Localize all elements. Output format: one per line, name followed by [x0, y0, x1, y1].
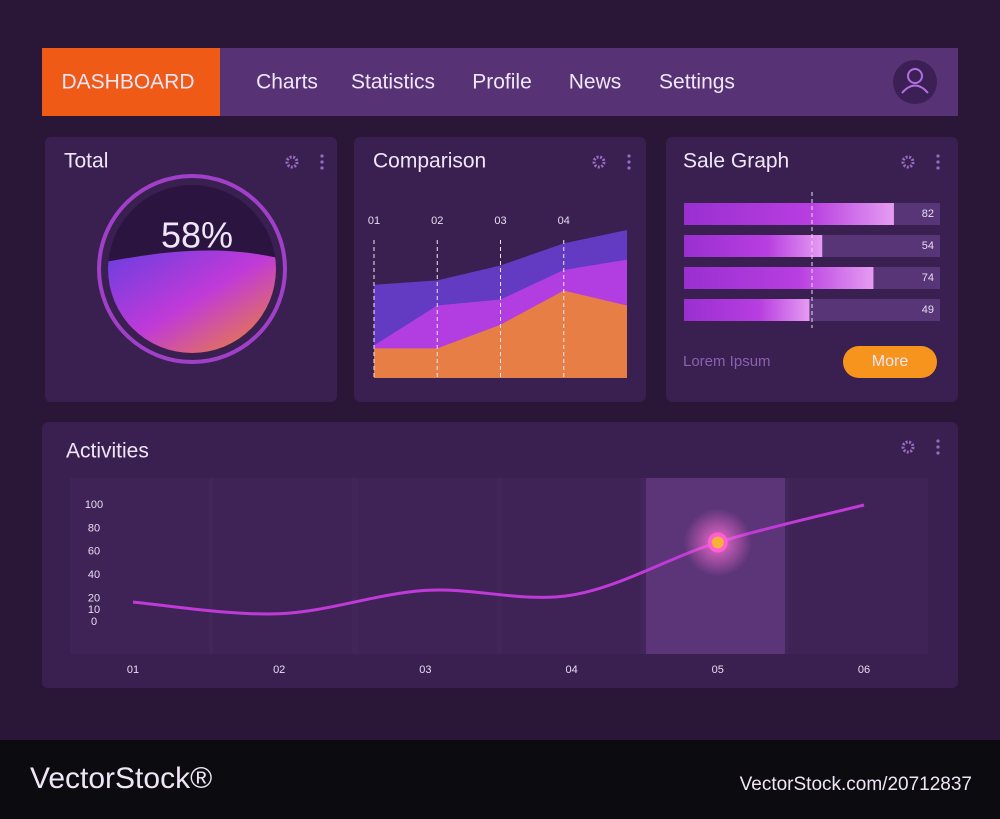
x-tick-label: 04: [558, 215, 570, 227]
value-label: 54: [922, 240, 934, 252]
menu-dot: [627, 154, 631, 158]
x-tick-label: 03: [494, 215, 506, 227]
x-tick-label: 03: [419, 664, 431, 676]
y-tick-label: 10: [88, 604, 100, 616]
gauge-fill: [108, 250, 276, 353]
column[interactable]: [789, 478, 928, 654]
panel-title: Sale Graph: [683, 150, 789, 173]
menu-dot: [936, 451, 940, 455]
column[interactable]: [358, 478, 497, 654]
note: Lorem Ipsum: [683, 353, 771, 370]
menu-dot: [627, 166, 631, 170]
menu-dot: [320, 166, 324, 170]
panel-title: Total: [64, 150, 108, 173]
y-tick-label: 100: [85, 499, 103, 511]
highlight-point[interactable]: [707, 532, 728, 553]
nav-item[interactable]: Statistics: [351, 71, 435, 94]
nav-item[interactable]: Charts: [256, 71, 318, 94]
nav-item[interactable]: Profile: [472, 71, 532, 94]
panel-title: Comparison: [373, 150, 486, 173]
watermark-id: VectorStock.com/20712837: [740, 774, 972, 795]
column[interactable]: [70, 478, 209, 654]
y-tick-label: 60: [88, 546, 100, 558]
y-tick-label: 40: [88, 569, 100, 581]
settings-icon[interactable]: [592, 155, 606, 169]
gauge-ring: [97, 174, 287, 364]
gauge-label: 58%: [161, 215, 233, 256]
y-tick-label: 0: [91, 616, 97, 628]
menu-dot: [936, 445, 940, 449]
watermark: VectorStock®: [30, 762, 212, 795]
nav-item[interactable]: Settings: [659, 71, 735, 94]
user-icon-head: [907, 68, 923, 84]
column[interactable]: [502, 478, 641, 654]
menu-dot: [936, 160, 940, 164]
settings-icon[interactable]: [901, 440, 915, 454]
value-label: 49: [922, 304, 934, 316]
value-label: 74: [922, 272, 934, 284]
menu-dot: [320, 160, 324, 164]
column[interactable]: [213, 478, 352, 654]
nav-brand[interactable]: DASHBOARD: [61, 71, 194, 94]
x-tick-label: 02: [431, 215, 443, 227]
menu-dot: [320, 154, 324, 158]
x-tick-label: 02: [273, 664, 285, 676]
y-tick-label: 20: [88, 593, 100, 605]
settings-icon[interactable]: [901, 155, 915, 169]
menu-dot: [627, 160, 631, 164]
x-tick-label: 04: [565, 664, 577, 676]
x-tick-label: 06: [858, 664, 870, 676]
bar: [684, 267, 874, 289]
y-tick-label: 80: [88, 522, 100, 534]
menu-dot: [936, 166, 940, 170]
menu-dot: [936, 439, 940, 443]
user-icon-body: [901, 84, 929, 94]
x-tick-label: 05: [712, 664, 724, 676]
menu-dot: [936, 154, 940, 158]
bar: [684, 203, 894, 225]
nav-brand-bg[interactable]: [42, 48, 220, 116]
settings-icon[interactable]: [285, 155, 299, 169]
footer: [0, 740, 1000, 819]
x-tick-label: 01: [368, 215, 380, 227]
bar: [684, 235, 823, 257]
more-button-label[interactable]: More: [872, 353, 909, 370]
x-tick-label: 01: [127, 664, 139, 676]
bar: [684, 299, 810, 321]
nav-item[interactable]: News: [569, 71, 622, 94]
value-label: 82: [922, 208, 934, 220]
more-button[interactable]: [843, 346, 937, 378]
panel-title: Activities: [66, 440, 149, 463]
